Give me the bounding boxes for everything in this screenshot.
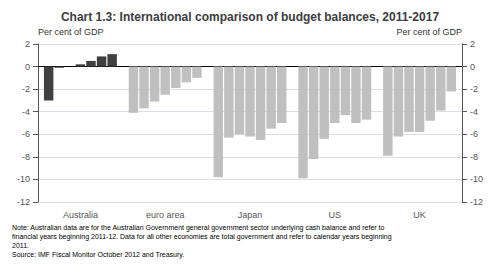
svg-text:Source: IMF Fiscal Monitor Oct: Source: IMF Fiscal Monitor October 2012 … (12, 251, 184, 259)
svg-text:financial years beginning 2011: financial years beginning 2011-12. Data … (12, 233, 392, 241)
svg-text:-12: -12 (470, 197, 483, 207)
svg-text:-4: -4 (470, 107, 478, 117)
svg-text:UK: UK (413, 210, 426, 220)
svg-text:2011.: 2011. (12, 242, 29, 249)
svg-text:-4: -4 (22, 107, 30, 117)
svg-text:-2: -2 (22, 84, 30, 94)
svg-text:-12: -12 (17, 197, 30, 207)
svg-text:Chart 1.3: International compa: Chart 1.3: International comparison of b… (61, 10, 439, 24)
svg-text:euro area: euro area (146, 210, 185, 220)
svg-text:US: US (329, 210, 342, 220)
svg-text:-8: -8 (470, 152, 478, 162)
svg-text:0: 0 (25, 62, 30, 72)
svg-text:Per cent of GDP: Per cent of GDP (396, 27, 462, 37)
svg-text:-10: -10 (470, 174, 483, 184)
svg-text:Per cent of GDP: Per cent of GDP (38, 27, 104, 37)
svg-text:2: 2 (25, 39, 30, 49)
svg-text:-2: -2 (470, 84, 478, 94)
svg-text:2: 2 (470, 39, 475, 49)
svg-text:-8: -8 (22, 152, 30, 162)
svg-text:-6: -6 (22, 129, 30, 139)
svg-text:Australia: Australia (63, 210, 98, 220)
svg-text:Note: Australian data are for: Note: Australian data are for the Austra… (12, 224, 384, 232)
svg-text:Japan: Japan (238, 210, 263, 220)
svg-text:-10: -10 (17, 174, 30, 184)
svg-text:0: 0 (470, 62, 475, 72)
svg-text:-6: -6 (470, 129, 478, 139)
